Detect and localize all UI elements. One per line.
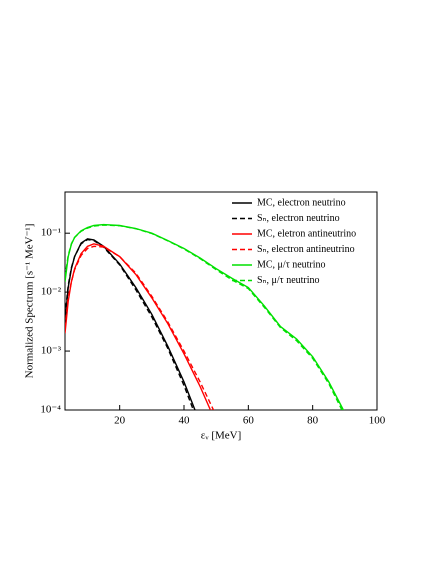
series-line bbox=[65, 245, 215, 410]
series-line bbox=[65, 238, 196, 410]
legend-label: Sₙ, electron antineutrino bbox=[257, 244, 355, 255]
plot-frame bbox=[64, 191, 378, 411]
legend-label: Sₙ, μ/τ neutrino bbox=[257, 275, 320, 286]
series-line bbox=[65, 238, 195, 410]
plot-area bbox=[65, 223, 345, 410]
series-line bbox=[65, 224, 343, 410]
legend-label: MC, eletron antineutrino bbox=[257, 228, 356, 239]
legend-label: Sₙ, electron neutrino bbox=[257, 213, 340, 224]
y-tick-label: 10⁻² bbox=[41, 286, 62, 298]
x-tick-label: 60 bbox=[243, 415, 255, 427]
y-tick-label: 10⁻⁴ bbox=[40, 404, 61, 416]
x-axis-label: εᵥ [MeV] bbox=[201, 430, 242, 442]
y-tick-label: 10⁻³ bbox=[41, 345, 62, 357]
legend-label: MC, electron neutrino bbox=[257, 197, 346, 208]
x-tick-label: 20 bbox=[114, 415, 126, 427]
x-tick-label: 80 bbox=[307, 415, 319, 427]
y-axis-label: Normalized Spectrum [s⁻¹ MeV⁻¹] bbox=[24, 224, 36, 379]
x-tick-label: 40 bbox=[179, 415, 191, 427]
series-line bbox=[65, 243, 212, 410]
x-tick-label: 100 bbox=[369, 415, 386, 427]
legend-label: MC, μ/τ neutrino bbox=[257, 259, 326, 270]
y-tick-label: 10⁻¹ bbox=[41, 227, 61, 239]
